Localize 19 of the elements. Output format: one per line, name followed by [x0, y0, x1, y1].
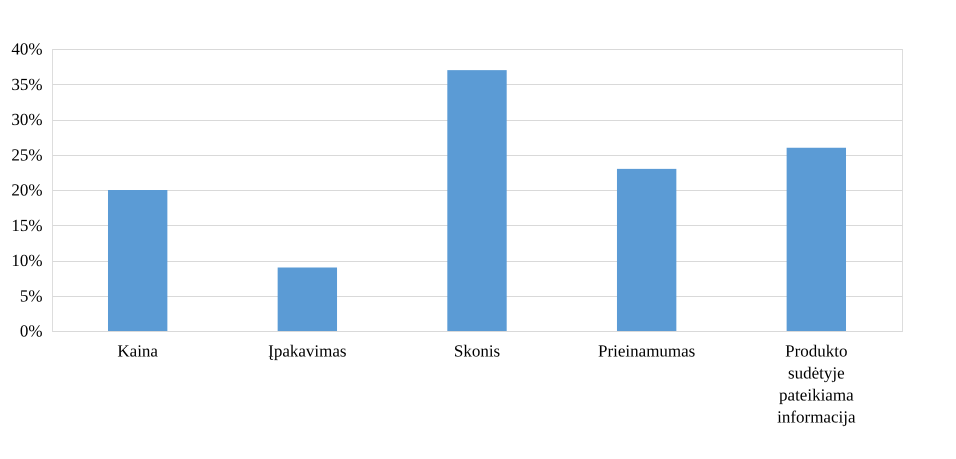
- y-tick-label: 15%: [11, 216, 42, 235]
- bar: [786, 148, 846, 331]
- x-tick-label: Prieinamumas: [598, 342, 696, 360]
- x-tick-label: Kaina: [117, 342, 158, 360]
- y-tick-label: 30%: [11, 110, 42, 129]
- y-tick-label: 20%: [11, 180, 42, 200]
- y-tick-label: 0%: [20, 322, 42, 340]
- x-tick-label: Įpakavimas: [268, 342, 347, 360]
- y-tick-label: 5%: [20, 286, 42, 306]
- x-tick-label: Skonis: [454, 342, 500, 360]
- bar: [447, 70, 507, 331]
- y-tick-label: 25%: [11, 145, 42, 164]
- x-tick-label: Produkto sudėtyje pateikiama informacija: [777, 342, 856, 426]
- bar: [278, 268, 338, 331]
- y-tick-label: 35%: [11, 74, 42, 94]
- bar: [616, 168, 676, 331]
- y-tick-label: 40%: [11, 40, 42, 58]
- y-tick-label: 10%: [11, 251, 42, 270]
- bar: [108, 190, 168, 331]
